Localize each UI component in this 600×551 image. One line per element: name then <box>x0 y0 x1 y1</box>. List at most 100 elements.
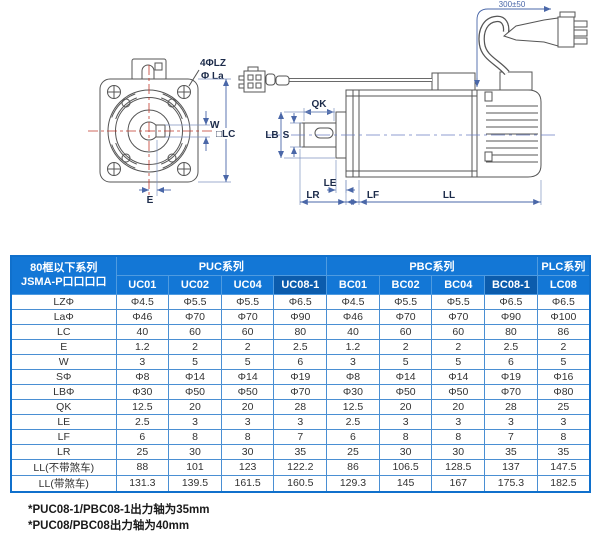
table-cell: 40 <box>326 323 380 340</box>
table-cell: 60 <box>431 323 486 340</box>
table-cell: 35 <box>273 443 328 460</box>
dim-qk: QK <box>303 99 335 121</box>
dim-label-qk: QK <box>312 99 328 110</box>
table-cell: 30 <box>431 443 486 460</box>
table-cell: Φ50 <box>431 383 486 400</box>
dim-cable-length: 300±50 <box>474 0 551 87</box>
power-connector <box>502 11 588 48</box>
dim-label-lf: LF <box>367 190 379 201</box>
table-cell: 12.5 <box>326 398 380 415</box>
table-cell: 28 <box>273 398 328 415</box>
table-cell: 20 <box>168 398 222 415</box>
table-cell: 167 <box>431 474 486 492</box>
row-label: SΦ <box>10 368 117 385</box>
table-cell: 145 <box>378 474 433 492</box>
table-row: LaΦ Φ46 Φ70 Φ70 Φ90 Φ46 Φ70 Φ70 Φ90 Φ100 <box>10 308 591 325</box>
encoder-cable <box>265 72 476 91</box>
row-label: LL(不带煞车) <box>10 458 117 476</box>
table-cell: Φ70 <box>220 308 275 325</box>
table-row: LF 6 8 8 7 6 8 8 7 8 <box>10 428 591 445</box>
table-cell: 8 <box>168 428 222 445</box>
table-cell: Φ5.5 <box>168 293 222 310</box>
model-column-header: BC01 <box>326 274 380 295</box>
table-cell: 8 <box>220 428 275 445</box>
table-cell: 3 <box>326 353 380 370</box>
table-cell: 60 <box>168 323 222 340</box>
corner-header-line2: JSMA-P口口口口 <box>20 276 107 289</box>
dim-label-lc: □LC <box>216 129 235 140</box>
corner-screw-holes <box>107 85 191 176</box>
table-cell: 5 <box>168 353 222 370</box>
table-cell: 2.5 <box>326 413 380 430</box>
dim-bottom: LR LF LL <box>299 149 542 205</box>
dim-label-lb: LB <box>265 130 278 141</box>
dim-lb: LB <box>265 111 335 159</box>
table-cell: 2 <box>431 338 486 355</box>
table-cell: 137 <box>484 458 538 476</box>
table-cell: Φ14 <box>378 368 433 385</box>
table-cell: 2 <box>536 338 591 355</box>
side-view-drawing: 300±50 QK S LB LE <box>238 0 588 205</box>
table-cell: 25 <box>536 398 591 415</box>
row-label: LZΦ <box>10 293 117 310</box>
table-cell: 6 <box>115 428 170 445</box>
table-row: LBΦ Φ30 Φ50 Φ50 Φ70 Φ30 Φ50 Φ50 Φ70 Φ80 <box>10 383 591 400</box>
table-row: QK 12.5 20 20 28 12.5 20 20 28 25 <box>10 398 591 415</box>
table-cell: 3 <box>168 413 222 430</box>
table-cell: Φ6.5 <box>484 293 538 310</box>
table-cell: 8 <box>431 428 486 445</box>
table-cell: Φ100 <box>536 308 591 325</box>
table-cell: Φ5.5 <box>220 293 275 310</box>
table-head: 80框以下系列 JSMA-P口口口口 PUC系列 PBC系列 PLC系列 UC01 U… <box>10 255 591 295</box>
table-cell: 2 <box>378 338 433 355</box>
series-group-header: PBC系列 <box>326 255 538 276</box>
row-label: LaΦ <box>10 308 117 325</box>
table-cell: 1.2 <box>326 338 380 355</box>
table-cell: 30 <box>168 443 222 460</box>
table-cell: Φ5.5 <box>378 293 433 310</box>
table-cell: 28 <box>484 398 538 415</box>
model-column-header: UC01 <box>115 274 170 295</box>
encoder-connector <box>238 66 266 93</box>
table-cell: 5 <box>431 353 486 370</box>
table-row: LR 25 30 30 35 25 30 30 35 35 <box>10 443 591 460</box>
model-column-header: UC08-1 <box>273 274 328 295</box>
table-cell: 80 <box>273 323 328 340</box>
table-cell: Φ4.5 <box>326 293 380 310</box>
table-cell: Φ8 <box>115 368 170 385</box>
table-cell: 20 <box>378 398 433 415</box>
table-cell: Φ46 <box>115 308 170 325</box>
row-label: LR <box>10 443 117 460</box>
series-group-header: PLC系列 <box>536 255 591 276</box>
table-cell: 2 <box>168 338 222 355</box>
power-cable <box>478 15 533 91</box>
table-cell: 20 <box>220 398 275 415</box>
table-cell: Φ14 <box>431 368 486 385</box>
dim-e: E <box>139 140 171 206</box>
table-cell: 128.5 <box>431 458 486 476</box>
table-cell: 60 <box>378 323 433 340</box>
dim-s: S <box>283 113 302 157</box>
table-cell: 1.2 <box>115 338 170 355</box>
table-cell: Φ14 <box>168 368 222 385</box>
table-body: LZΦ Φ4.5 Φ5.5 Φ5.5 Φ6.5 Φ4.5 Φ5.5 Φ5.5 Φ6.5 Φ6.5 L… <box>10 293 591 492</box>
table-cell: 12.5 <box>115 398 170 415</box>
model-column-header: UC02 <box>168 274 222 295</box>
row-label: LC <box>10 323 117 340</box>
table-cell: 5 <box>220 353 275 370</box>
motor-drawing-svg: 4ΦLZ Φ La W □LC E <box>88 0 588 206</box>
table-cell: Φ50 <box>220 383 275 400</box>
table-row: LZΦ Φ4.5 Φ5.5 Φ5.5 Φ6.5 Φ4.5 Φ5.5 Φ5.5 Φ6.5 Φ6.5 <box>10 293 591 310</box>
table-cell: 86 <box>536 323 591 340</box>
table-cell: 160.5 <box>273 474 328 492</box>
table-cell: Φ30 <box>326 383 380 400</box>
table-cell: 8 <box>536 428 591 445</box>
model-column-header: BC04 <box>431 274 486 295</box>
footnote-1: *PUC08-1/PBC08-1出力轴为35mm <box>28 503 210 516</box>
model-column-header: LC08 <box>536 274 591 295</box>
table-cell: Φ5.5 <box>431 293 486 310</box>
table-cell: Φ70 <box>378 308 433 325</box>
table-cell: 175.3 <box>484 474 538 492</box>
table-cell: 129.3 <box>326 474 380 492</box>
table-cell: 3 <box>431 413 486 430</box>
